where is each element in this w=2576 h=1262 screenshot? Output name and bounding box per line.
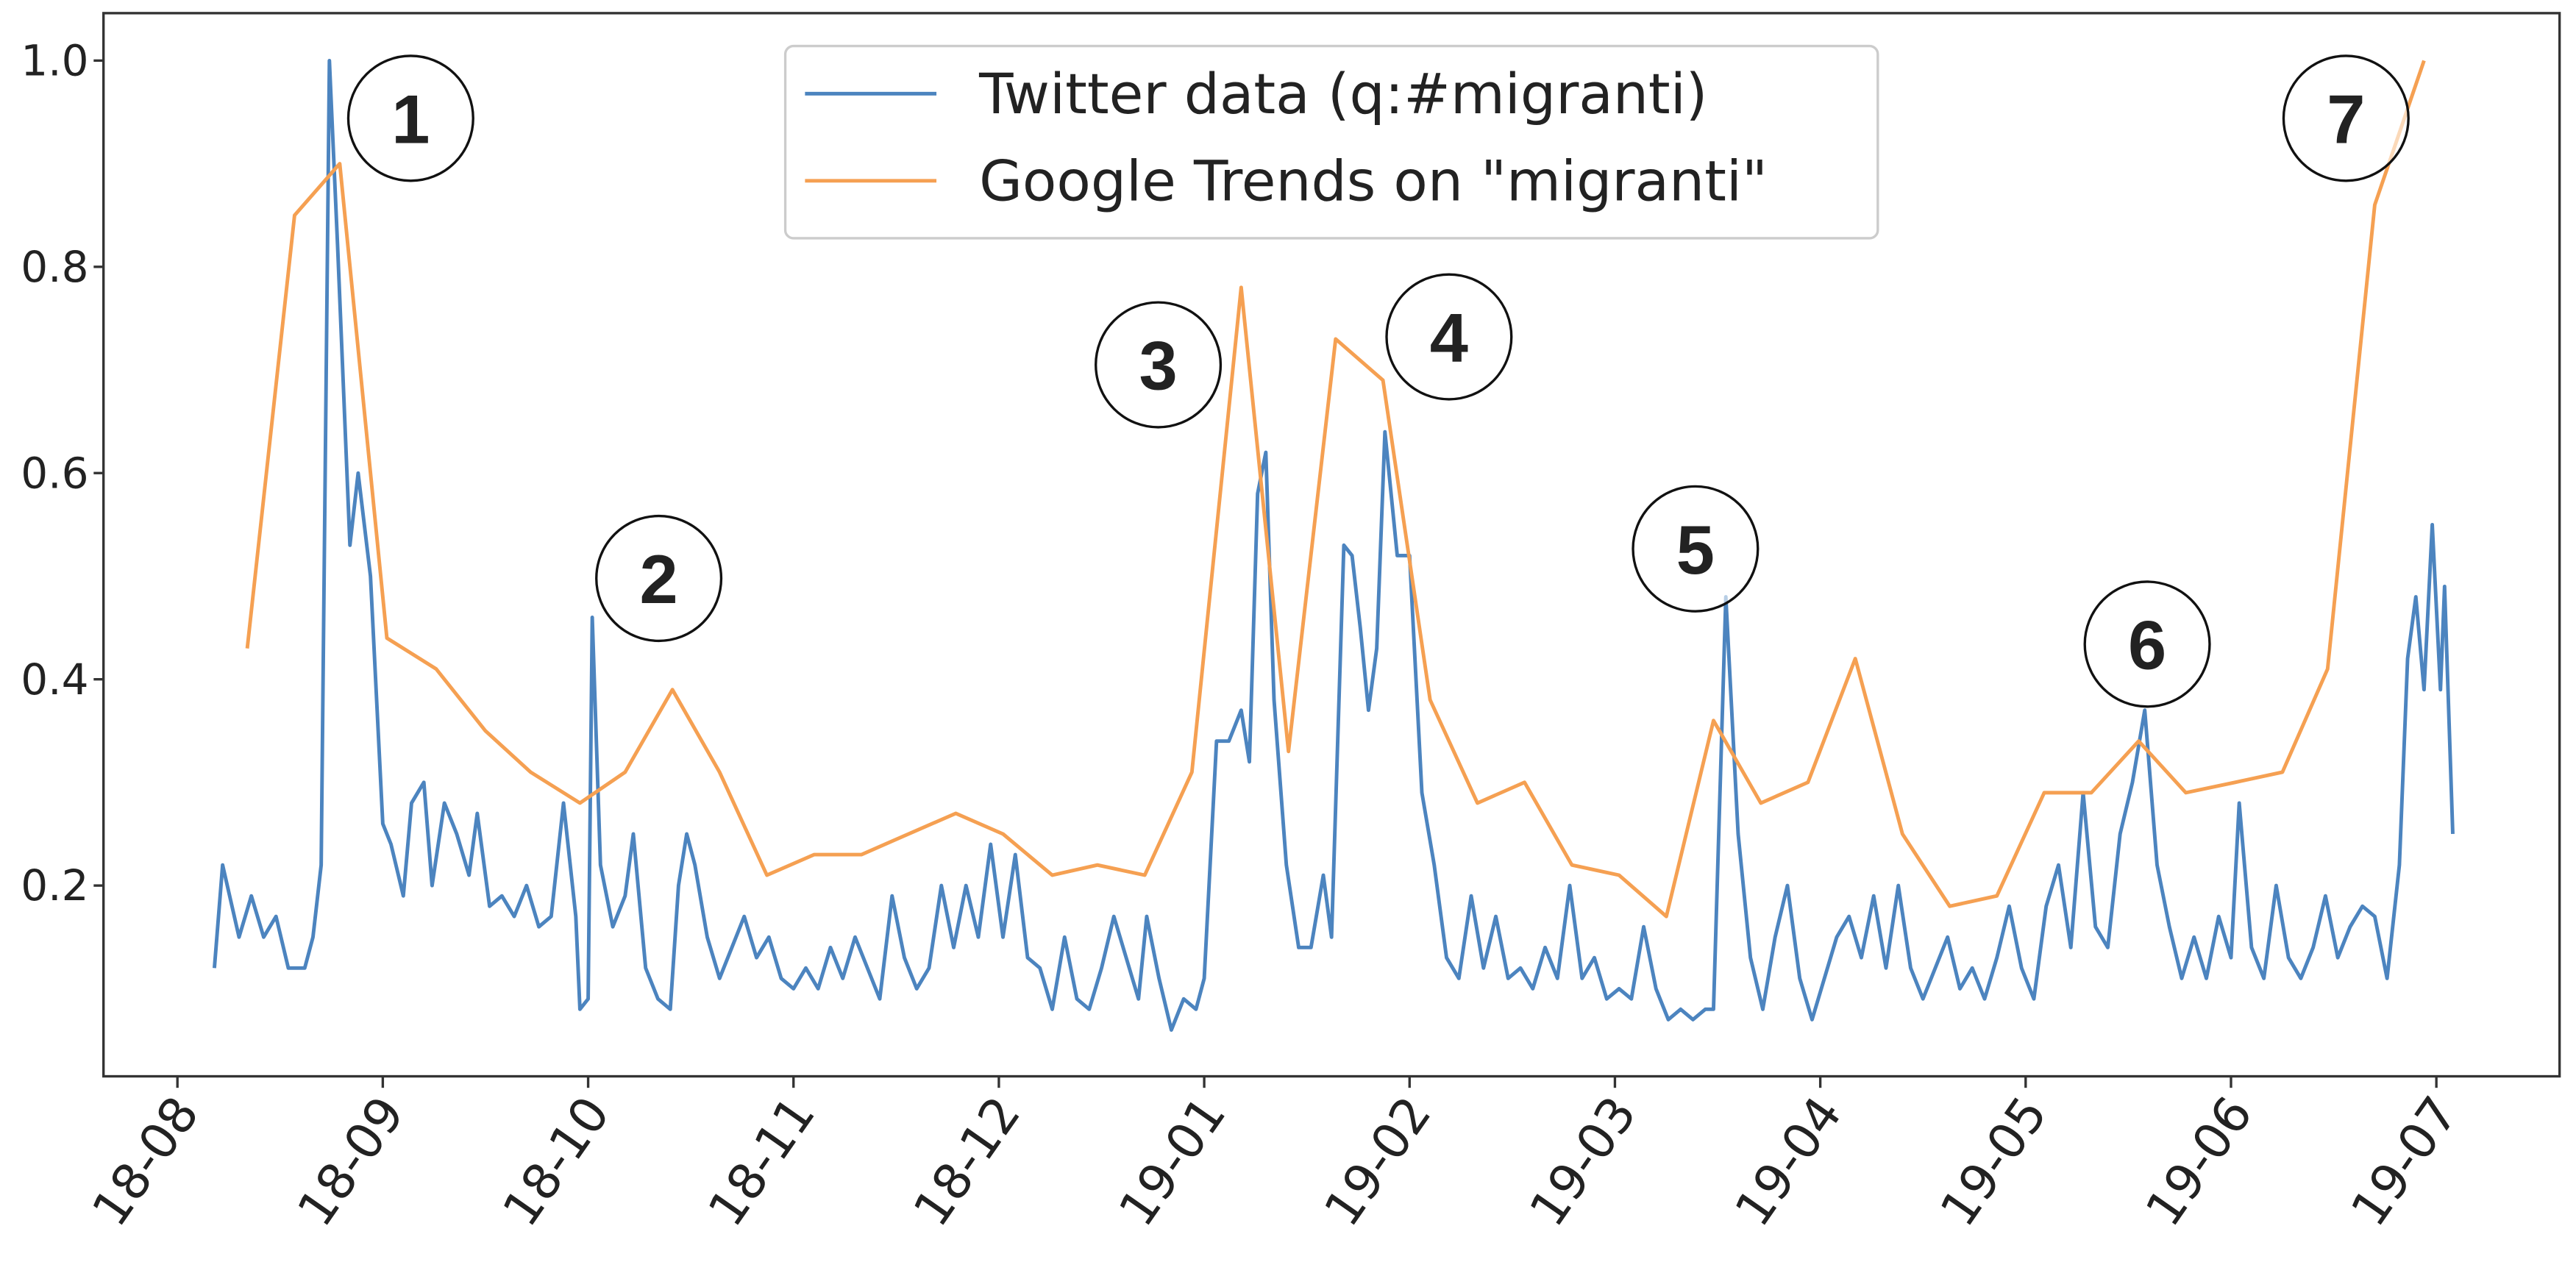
annotation-label: 1 [391,80,430,157]
annotation-circle [1095,301,1223,429]
x-tick-label: 19-02 [1313,1086,1442,1236]
data-line [213,58,2455,1032]
annotation-circle [346,54,474,182]
annotation-label: 7 [2327,80,2365,157]
x-tick-label: 19-04 [1723,1086,1853,1236]
legend-box [783,44,1879,240]
annotation-circle [1385,273,1513,401]
plot-frame [102,12,2561,1078]
annotation-label: 2 [640,541,678,618]
x-tick-label: 18-09 [286,1086,416,1236]
x-tick-label: 18-10 [491,1086,621,1236]
x-tick-label: 19-01 [1108,1086,1237,1236]
x-tick-label: 19-03 [1518,1086,1648,1236]
x-tick-label: 18-12 [903,1086,1032,1236]
y-tick-label: 0.2 [21,860,88,910]
x-tick-label: 18-08 [81,1086,210,1236]
y-tick-label: 1.0 [21,35,88,85]
annotation-label: 3 [1139,327,1177,404]
x-tick-label: 19-06 [2135,1086,2264,1236]
y-tick-label: 0.6 [21,448,88,498]
legend: Twitter data (q:#migranti) Google Trends … [783,44,1879,240]
data-line [245,60,2426,919]
x-tick-label: 18-11 [697,1086,827,1236]
annotation-label: 4 [1430,299,1468,377]
y-tick-label: 0.8 [21,242,88,292]
x-tick-label: 19-07 [2340,1086,2469,1236]
annotation-circle [595,514,723,643]
annotation-circle [1632,485,1760,613]
annotation-label: 6 [2128,606,2166,683]
x-tick-label: 19-05 [1929,1086,2059,1236]
annotation-circle [2282,54,2410,182]
annotation-label: 5 [1676,511,1715,588]
legend-label: Twitter data (q:#migranti) [978,62,1707,126]
annotation-circle [2083,580,2211,708]
y-tick-label: 0.4 [21,655,88,705]
legend-label: Google Trends on "migranti" [979,149,1768,214]
